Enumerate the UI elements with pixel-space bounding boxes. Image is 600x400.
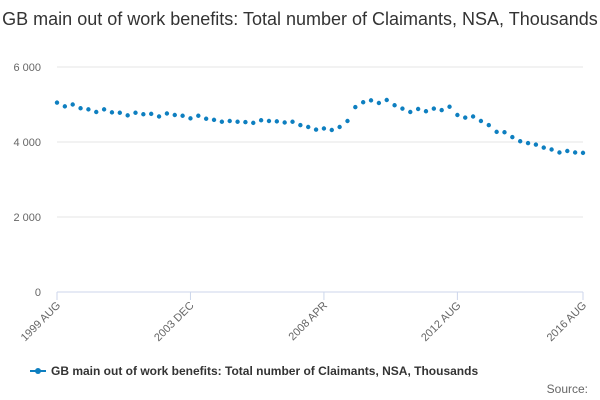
data-point <box>274 119 280 124</box>
data-point <box>345 118 350 124</box>
series-points <box>54 97 586 156</box>
data-point <box>156 114 162 119</box>
data-point <box>227 118 232 124</box>
data-point <box>282 120 287 125</box>
data-point <box>360 100 366 105</box>
legend-label: GB main out of work benefits: Total numb… <box>51 364 479 378</box>
chart-legend[interactable]: GB main out of work benefits: Total numb… <box>30 364 590 378</box>
x-tick-label: 2003 DEC <box>152 300 196 344</box>
data-point <box>533 142 539 147</box>
x-axis-tick-labels: 1999 AUG 2003 DEC 2008 APR 2012 AUG 2016 AUG <box>19 300 589 344</box>
data-point <box>211 117 217 123</box>
data-point <box>109 110 115 115</box>
data-point <box>117 110 123 115</box>
data-point <box>392 103 397 108</box>
data-point <box>266 118 272 124</box>
data-point <box>423 109 429 114</box>
data-point <box>78 106 83 111</box>
data-point <box>235 119 240 124</box>
data-point <box>400 106 405 111</box>
data-point <box>243 119 248 125</box>
x-axis <box>56 291 584 300</box>
gridlines <box>57 66 583 218</box>
y-tick-label: 2 000 <box>13 212 41 224</box>
data-point <box>431 106 437 111</box>
data-point <box>101 107 107 112</box>
chart-title: GB main out of work benefits: Total numb… <box>2 9 598 29</box>
data-point <box>329 127 334 133</box>
data-point <box>141 112 146 117</box>
data-point <box>164 111 170 116</box>
data-point <box>549 147 554 152</box>
data-point <box>54 100 60 105</box>
data-point <box>149 111 154 117</box>
data-point <box>172 112 177 118</box>
data-point <box>70 102 75 107</box>
y-axis-tick-labels: 0 2 000 4 000 6 000 <box>13 62 41 299</box>
data-point <box>517 139 523 144</box>
x-tick-label: 2016 AUG <box>545 300 589 344</box>
source-label: Source: <box>546 382 588 396</box>
data-point <box>258 118 264 123</box>
data-point <box>494 129 499 135</box>
data-point <box>510 134 515 140</box>
data-point <box>541 145 546 150</box>
data-point <box>486 122 491 128</box>
data-point <box>180 113 185 118</box>
x-tick-label: 2012 AUG <box>419 300 463 344</box>
data-point <box>439 107 444 113</box>
y-tick-label: 4 000 <box>13 137 41 149</box>
data-point <box>580 150 586 156</box>
data-point <box>196 113 201 118</box>
data-point <box>313 127 319 132</box>
data-point <box>502 130 507 135</box>
data-point <box>572 150 578 155</box>
data-point <box>408 109 413 115</box>
data-point <box>298 122 303 128</box>
legend-marker-icon <box>30 366 46 376</box>
data-point <box>525 140 531 146</box>
data-point <box>86 107 91 112</box>
data-point <box>203 116 209 121</box>
data-point <box>337 124 342 130</box>
data-point <box>94 109 99 115</box>
data-point <box>290 119 295 124</box>
data-point <box>321 126 327 131</box>
data-point <box>455 112 460 118</box>
data-point <box>478 118 484 124</box>
data-point <box>447 104 452 109</box>
data-point <box>188 116 193 121</box>
data-point <box>133 110 138 115</box>
data-point <box>368 98 374 103</box>
data-point <box>125 113 130 118</box>
data-point <box>463 115 468 120</box>
data-point <box>251 120 256 126</box>
x-tick-label: 1999 AUG <box>19 300 63 344</box>
data-point <box>565 148 570 154</box>
data-point <box>470 114 476 119</box>
data-point <box>415 106 421 112</box>
data-point <box>376 100 382 106</box>
data-point <box>557 150 562 155</box>
data-point <box>62 104 68 109</box>
data-point <box>384 97 389 103</box>
y-tick-label: 0 <box>35 287 41 299</box>
data-point <box>353 104 358 110</box>
y-tick-label: 6 000 <box>13 62 41 74</box>
data-point <box>306 124 311 130</box>
data-point <box>219 119 225 124</box>
x-tick-label: 2008 APR <box>287 300 331 344</box>
